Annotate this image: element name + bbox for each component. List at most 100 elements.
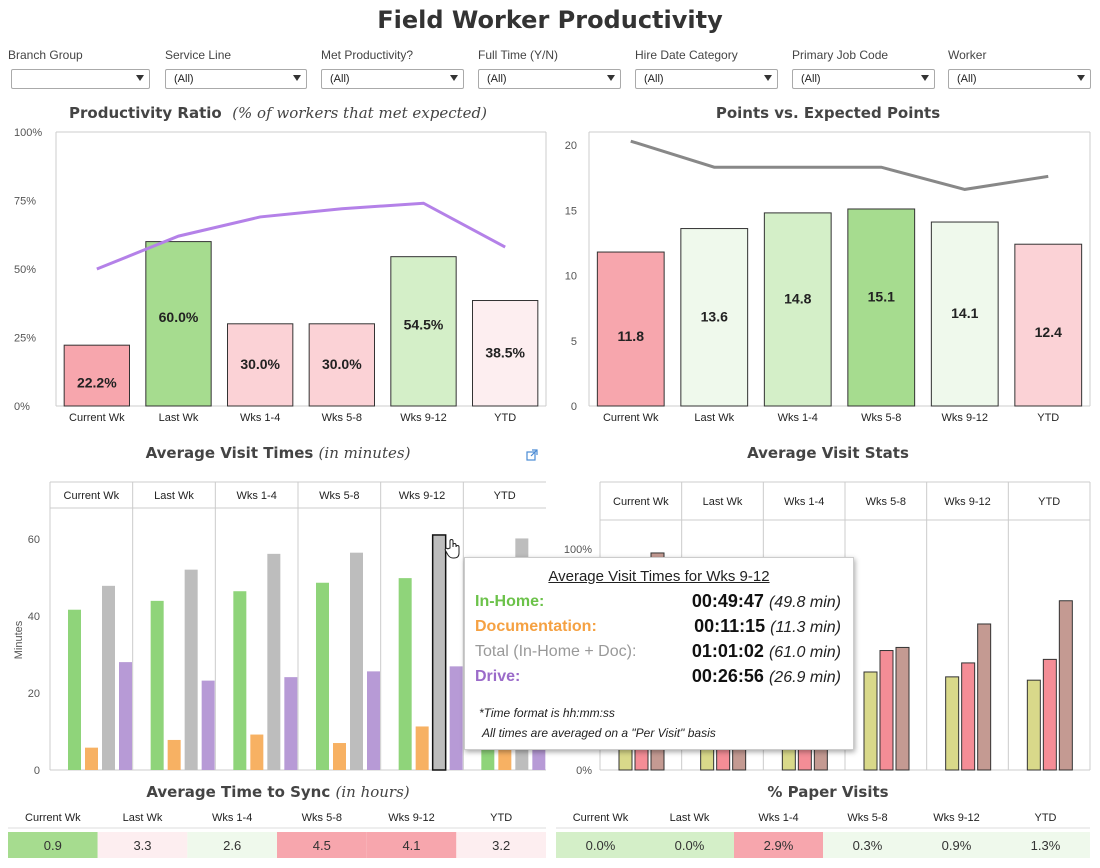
bar [145,241,212,407]
productivity-ratio-chart: 0% 25% 50% 75% 100% 22.2% Current Wk 60.0% Last … [14,127,547,424]
table-cell-value: 4.1 [402,838,420,853]
chevron-down-icon [607,75,615,81]
column-header: Current Wk [64,490,120,502]
filter-select-worker[interactable]: (All) [948,69,1091,89]
bar [102,585,115,770]
bar [1014,243,1083,407]
filter-label-primary-job-code: Primary Job Code [792,48,889,62]
bar [233,591,247,770]
filter-select-primary-job-code[interactable]: (All) [792,69,935,89]
x-tick-label: Wks 9-12 [942,412,988,424]
bar [284,677,298,770]
column-header: YTD [1038,496,1060,508]
column-header: Last Wk [154,490,194,502]
tooltip-row-inhome: In-Home: 00:49:47 (49.8 min) [475,591,841,611]
filter-select-met-productivity[interactable]: (All) [321,69,464,89]
y-tick-label: 100% [14,127,42,139]
x-tick-label: Wks 5-8 [322,412,362,424]
table-cell-value: 0.0% [675,838,705,853]
filter-select-hire-date-category[interactable]: (All) [635,69,778,89]
table-cell-value: 0.3% [853,838,883,853]
bar [415,726,429,770]
column-header: Wks 5-8 [866,496,906,508]
table-cell-value: 3.2 [492,838,510,853]
tooltip-row-documentation: Documentation: 00:11:15 (11.3 min) [475,616,841,636]
bar [449,666,463,770]
bar [1058,600,1073,771]
expected-line [630,139,1049,191]
bar [390,256,457,407]
column-header: Current Wk [613,496,669,508]
visit-times-title: Average Visit Times (in minutes) [145,444,411,462]
bar [398,578,412,770]
bar-data-label: 14.8 [784,290,811,306]
productivity-ratio-title: Productivity Ratio (% of workers that me… [69,104,487,122]
bar [316,582,329,770]
bar [63,344,130,407]
x-tick-label: YTD [494,412,516,424]
bar-data-label: 38.5% [485,344,525,360]
sync-table: Current Wk 0.9 Last Wk 3.3 Wks 1-4 2.6 Wks 5-8… [8,812,546,858]
column-header: Last Wk [703,496,743,508]
column-header: Wks 1-4 [236,490,276,502]
table-cell [366,832,457,858]
table-cell-value: 0.9 [44,838,62,853]
column-header: Wks 1-4 [784,496,824,508]
y-tick-label: 5 [571,336,577,348]
y-tick-label: 20 [28,688,40,700]
bar [1026,679,1041,771]
bar [227,323,294,407]
bar [267,553,281,770]
table-column-header: Wks 5-8 [302,812,342,824]
filter-label-worker: Worker [948,48,987,62]
bar [763,212,832,407]
bar-data-label: 14.1 [951,305,978,321]
table-cell-value: 1.3% [1031,838,1061,853]
x-tick-label: YTD [1037,412,1059,424]
filter-select-branch-group[interactable] [11,69,150,89]
chevron-down-icon [1077,75,1085,81]
bar [680,228,749,407]
bar [85,747,98,770]
paper-visits-table: Current Wk 0.0% Last Wk 0.0% Wks 1-4 2.9% Wks … [556,812,1090,858]
y-tick-label: 0 [571,401,577,413]
table-cell-value: 0.0% [586,838,616,853]
table-cell [1001,832,1090,858]
visit-stats-title: Average Visit Stats [747,444,909,462]
table-column-header: Wks 1-4 [758,812,798,824]
table-cell [97,832,188,858]
bar [119,662,132,770]
filter-select-service-line[interactable]: (All) [165,69,307,89]
tooltip-note-format: *Time format is hh:mm:ss [479,706,615,720]
bar [1042,658,1057,771]
chevron-down-icon [921,75,929,81]
y-axis-label: Minutes [13,620,25,659]
table-column-header: YTD [1035,812,1057,824]
y-tick-label: 20 [565,140,577,152]
bar [977,623,992,771]
bar-data-label: 15.1 [868,288,895,304]
filter-label-full-time: Full Time (Y/N) [478,48,559,62]
y-tick-label: 0% [576,765,592,777]
column-header: Wks 9-12 [399,490,445,502]
bar-data-label: 30.0% [240,356,280,372]
x-tick-label: Current Wk [603,412,659,424]
y-tick-label: 60 [28,534,40,546]
bar [333,743,346,770]
bar [945,676,960,771]
table-cell [187,832,277,858]
filter-select-full-time[interactable]: (All) [478,69,621,89]
chevron-down-icon [450,75,458,81]
bar [472,300,539,407]
bar [961,662,976,771]
table-column-header: Current Wk [25,812,81,824]
bar [308,323,375,407]
tooltip-title: Average Visit Times for Wks 9-12 [548,568,770,585]
y-tick-label: 0 [34,765,40,777]
table-column-header: Wks 1-4 [212,812,252,824]
table-cell [556,832,645,858]
filter-label-branch-group: Branch Group [8,48,83,62]
x-tick-label: Wks 1-4 [240,412,280,424]
popout-icon[interactable] [526,448,538,461]
table-cell-value: 2.6 [223,838,241,853]
